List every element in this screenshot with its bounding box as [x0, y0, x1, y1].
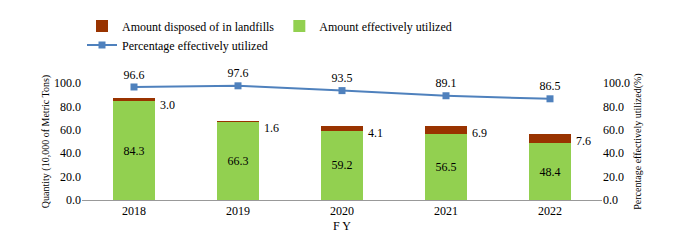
svg-text:2019: 2019: [226, 204, 250, 218]
svg-text:84.3: 84.3: [124, 144, 145, 158]
svg-text:40.0: 40.0: [60, 146, 81, 160]
svg-text:93.5: 93.5: [332, 71, 353, 85]
svg-text:60.0: 60.0: [603, 123, 624, 137]
svg-text:1.6: 1.6: [264, 121, 279, 135]
svg-text:40.0: 40.0: [603, 146, 624, 160]
svg-text:100.0: 100.0: [54, 76, 81, 90]
svg-text:80.0: 80.0: [60, 100, 81, 114]
svg-text:59.2: 59.2: [332, 158, 353, 172]
svg-text:100.0: 100.0: [603, 76, 630, 90]
svg-text:48.4: 48.4: [540, 165, 561, 179]
svg-text:20.0: 20.0: [60, 170, 81, 184]
svg-text:0.0: 0.0: [66, 193, 81, 207]
svg-text:F Y: F Y: [333, 219, 351, 233]
svg-text:Quantity (10,000 of Metric Ton: Quantity (10,000 of Metric Tons): [40, 75, 52, 208]
svg-text:89.1: 89.1: [436, 76, 457, 90]
svg-text:2020: 2020: [330, 204, 354, 218]
svg-text:0.0: 0.0: [603, 193, 618, 207]
svg-text:60.0: 60.0: [60, 123, 81, 137]
svg-text:4.1: 4.1: [368, 126, 383, 140]
svg-text:6.9: 6.9: [472, 126, 487, 140]
svg-text:Percentage effectively utilize: Percentage effectively utilized(%): [632, 73, 644, 209]
svg-text:Amount disposed of in landfill: Amount disposed of in landfills: [122, 20, 274, 34]
svg-text:56.5: 56.5: [436, 160, 457, 174]
svg-text:7.6: 7.6: [576, 134, 591, 148]
svg-text:2021: 2021: [434, 204, 458, 218]
svg-text:2018: 2018: [122, 204, 146, 218]
svg-text:96.6: 96.6: [124, 68, 145, 82]
svg-text:Amount effectively utilized: Amount effectively utilized: [319, 20, 451, 34]
svg-text:20.0: 20.0: [603, 170, 624, 184]
svg-text:86.5: 86.5: [540, 79, 561, 93]
svg-text:2022: 2022: [538, 204, 562, 218]
svg-text:80.0: 80.0: [603, 100, 624, 114]
svg-text:3.0: 3.0: [160, 98, 175, 112]
svg-text:Percentage effectively utilize: Percentage effectively utilized: [122, 39, 268, 53]
svg-text:97.6: 97.6: [228, 66, 249, 80]
svg-text:66.3: 66.3: [228, 154, 249, 168]
